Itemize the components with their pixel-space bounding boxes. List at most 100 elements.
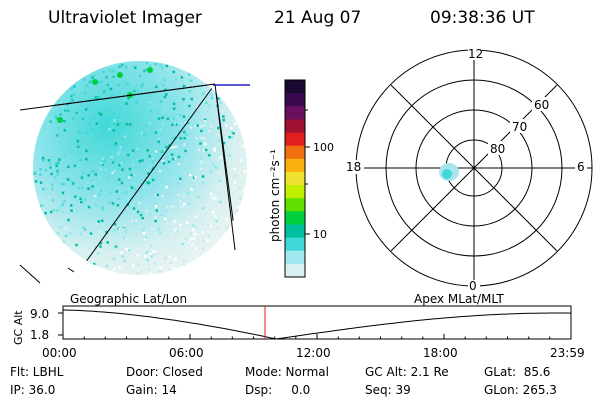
speckle: [128, 167, 132, 171]
speckle: [149, 110, 153, 113]
speckle: [114, 245, 118, 248]
speckle: [72, 93, 76, 96]
speckle: [217, 97, 220, 100]
speckle: [150, 131, 153, 135]
speckle: [165, 64, 169, 68]
speckle: [228, 154, 232, 157]
speckle: [63, 199, 66, 203]
speckle: [97, 96, 100, 99]
speckle: [93, 74, 96, 77]
speckle: [93, 122, 96, 125]
speckle: [217, 172, 220, 175]
speckle: [135, 100, 138, 104]
speckle: [75, 151, 79, 155]
speckle: [102, 90, 106, 93]
lat-label-80: 80: [490, 142, 505, 156]
colorbar-cell: [285, 106, 305, 120]
speckle: [100, 168, 103, 171]
speckle: [113, 169, 117, 172]
speckle: [108, 127, 111, 131]
speckle: [116, 123, 120, 126]
speckle: [99, 113, 103, 116]
status-glon: GLon: 265.3: [484, 383, 557, 397]
speckle: [138, 144, 142, 148]
speckle: [195, 226, 198, 229]
speckle: [154, 250, 157, 253]
speckle: [200, 136, 204, 140]
speckle: [134, 109, 138, 112]
speckle: [213, 149, 216, 152]
speckle: [136, 272, 139, 275]
colorbar-cell: [285, 145, 305, 160]
speckle: [79, 197, 82, 200]
speckle: [184, 121, 187, 124]
speckle: [225, 218, 228, 221]
speckle: [137, 138, 141, 141]
speckle: [77, 143, 81, 146]
speckle: [241, 144, 245, 148]
speckle: [97, 80, 100, 84]
speckle: [80, 176, 84, 179]
speckle: [229, 115, 232, 118]
speckle: [172, 107, 176, 110]
speckle: [203, 232, 206, 235]
speckle: [150, 255, 153, 258]
speckle: [225, 231, 228, 234]
speckle: [124, 191, 128, 194]
speckle: [163, 144, 166, 147]
speckle: [213, 217, 216, 221]
speckle: [56, 161, 60, 165]
speckle: [144, 254, 147, 258]
speckle: [165, 93, 168, 96]
speckle: [161, 122, 164, 126]
speckle: [91, 170, 95, 173]
speckle: [172, 157, 175, 161]
speckle: [81, 120, 84, 124]
speckle: [50, 172, 53, 176]
speckle: [44, 211, 47, 215]
timeline-x-ticks: [62, 334, 572, 339]
speckle: [121, 141, 125, 145]
speckle: [201, 181, 205, 185]
xtick-0000: 00:00: [42, 346, 77, 360]
speckle: [151, 167, 155, 170]
speckle: [217, 126, 220, 130]
speckle: [189, 126, 193, 129]
speckle: [123, 236, 126, 240]
speckle: [109, 224, 113, 227]
speckle: [138, 160, 142, 163]
speckle: [85, 131, 89, 135]
speckle: [117, 186, 120, 190]
speckle: [133, 222, 136, 225]
speckle: [159, 231, 162, 234]
speckle: [179, 121, 183, 124]
speckle: [67, 165, 70, 169]
speckle: [145, 61, 149, 65]
speckle: [172, 136, 175, 140]
xtick-0600: 06:00: [169, 346, 204, 360]
speckle: [158, 250, 161, 253]
mlt-label-18: 18: [346, 160, 361, 174]
speckle: [94, 255, 97, 259]
speckle: [139, 271, 143, 274]
speckle: [157, 117, 161, 120]
speckle: [109, 217, 112, 220]
speckle: [73, 164, 77, 168]
speckle: [93, 254, 97, 257]
speckle: [80, 186, 84, 190]
colorbar: [284, 79, 310, 278]
speckle: [84, 108, 88, 111]
speckle: [208, 154, 211, 157]
speckle: [145, 209, 148, 213]
speckle: [172, 205, 175, 208]
speckle: [107, 156, 110, 159]
speckle: [154, 262, 157, 265]
speckle: [136, 88, 140, 92]
speckle: [179, 177, 182, 180]
speckle: [82, 78, 86, 82]
status-gain: Gain: 14: [126, 383, 177, 397]
speckle: [116, 137, 119, 141]
speckle: [235, 183, 238, 186]
speckle: [222, 141, 226, 145]
speckle: [133, 187, 136, 191]
